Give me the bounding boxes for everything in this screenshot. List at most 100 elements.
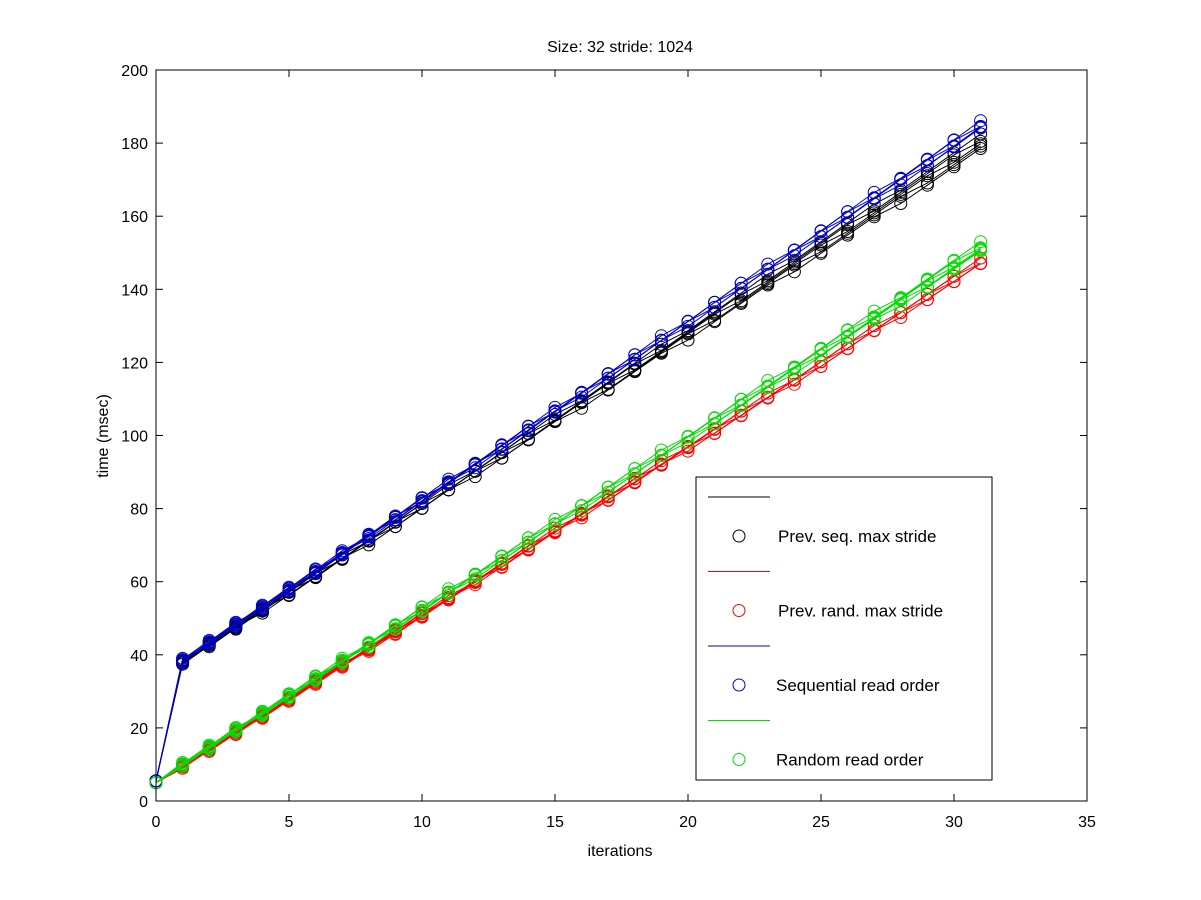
data-point (708, 295, 722, 309)
data-point (867, 191, 881, 205)
data-point (814, 245, 828, 259)
data-point (894, 306, 908, 320)
data-point (761, 374, 775, 387)
data-point (814, 341, 828, 355)
data-point (575, 394, 589, 408)
data-point (867, 304, 881, 318)
data-point (468, 576, 482, 589)
data-point (575, 499, 589, 513)
data-point (335, 544, 349, 558)
data-point (920, 152, 934, 166)
data-point (787, 243, 801, 257)
data-point (362, 530, 376, 544)
data-point (548, 517, 562, 531)
data-point (415, 491, 429, 505)
data-point (442, 472, 456, 486)
data-point (761, 257, 775, 271)
data-point (761, 262, 775, 276)
y-tick-label: 80 (130, 502, 148, 519)
data-point (841, 323, 855, 337)
data-point (654, 443, 668, 457)
plot-area (149, 114, 988, 790)
data-point (734, 392, 748, 406)
legend-marker-swatch (732, 678, 746, 692)
data-point (601, 485, 615, 499)
data-point (974, 134, 988, 148)
y-tick-label: 40 (130, 648, 148, 665)
data-point (708, 411, 722, 425)
data-point (681, 441, 695, 455)
data-point (920, 272, 934, 286)
data-point (362, 638, 376, 652)
legend-box (695, 476, 993, 781)
data-point (787, 265, 801, 279)
data-point (548, 400, 562, 414)
data-point (628, 472, 642, 486)
x-tick-label: 0 (152, 814, 161, 831)
x-tick-label: 15 (546, 814, 564, 831)
y-tick-label: 180 (121, 136, 148, 153)
data-point (867, 185, 881, 199)
legend-marker-swatch (732, 604, 746, 617)
x-axis-label: iterations (588, 843, 653, 860)
legend-entry: Prev. seq. max stride (708, 496, 936, 546)
series-line (155, 120, 981, 782)
legend-entry: Prev. rand. max stride (708, 571, 943, 621)
legend-entry: Random read order (708, 720, 924, 770)
data-point (708, 300, 722, 314)
data-point (681, 429, 695, 443)
data-point (628, 348, 642, 362)
legend-label: Prev. rand. max stride (778, 602, 943, 621)
data-point (681, 324, 695, 338)
data-point (654, 329, 668, 343)
data-point (202, 739, 216, 753)
data-point (601, 367, 615, 381)
data-point (920, 287, 934, 301)
data-point (442, 582, 456, 596)
x-tick-label: 20 (679, 814, 697, 831)
y-tick-label: 120 (121, 355, 148, 372)
data-point (628, 462, 642, 476)
legend-entry: Sequential read order (708, 645, 940, 695)
series-line (155, 257, 981, 784)
data-point (309, 670, 323, 684)
series-sequential-read-order (149, 114, 988, 788)
chart-title: Size: 32 stride: 1024 (547, 39, 693, 56)
data-point (388, 619, 402, 633)
data-point (468, 568, 482, 582)
x-tick-label: 25 (812, 814, 830, 831)
data-point (654, 448, 668, 462)
data-point (787, 254, 801, 267)
series-line (155, 133, 981, 782)
legend-marker-swatch (732, 529, 746, 543)
data-point (575, 508, 589, 522)
data-point (495, 439, 509, 453)
y-axis-label: time (msec) (95, 394, 112, 478)
data-point (814, 224, 828, 238)
data-point (176, 654, 190, 668)
data-point (841, 225, 855, 238)
data-point (841, 205, 855, 219)
data-point (974, 235, 988, 249)
data-point (787, 360, 801, 374)
data-point (947, 269, 961, 283)
data-point (255, 601, 269, 615)
data-point (601, 480, 615, 494)
data-point (974, 119, 988, 133)
x-tick-label: 35 (1078, 814, 1096, 831)
data-point (388, 511, 402, 524)
data-point (628, 467, 642, 481)
y-tick-label: 0 (139, 794, 148, 811)
data-point (947, 253, 961, 267)
data-point (521, 420, 535, 434)
series-random-read-order (149, 235, 988, 790)
data-point (176, 758, 190, 772)
data-point (894, 291, 908, 305)
y-tick-label: 140 (121, 282, 148, 299)
data-point (814, 235, 828, 249)
y-tick-label: 160 (121, 209, 148, 226)
legend: Prev. seq. max stride Prev. rand. max str… (695, 476, 993, 781)
x-tick-label: 30 (945, 814, 963, 831)
data-point (229, 721, 243, 735)
y-tick-label: 60 (130, 575, 148, 592)
